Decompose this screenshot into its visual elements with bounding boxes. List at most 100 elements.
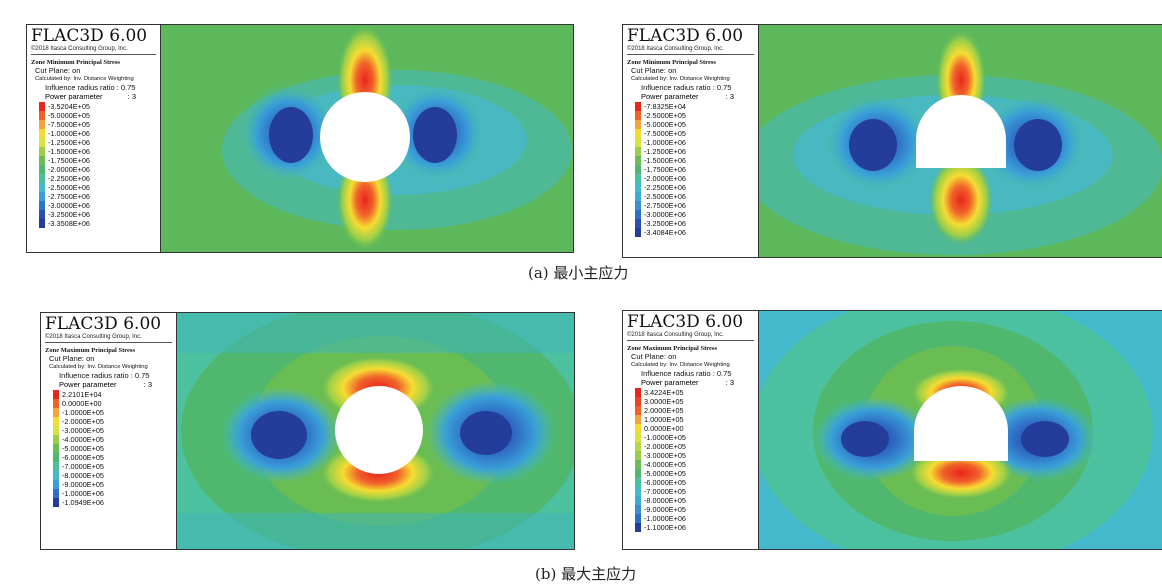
- zone-title: Zone Maximum Principal Stress: [627, 345, 717, 352]
- color-swatch: [53, 390, 59, 399]
- caption-a: (a) 最小主应力: [528, 264, 629, 282]
- scale-label: -2.5000E+06: [48, 183, 90, 192]
- scale-labels: 2.2101E+04 0.0000E+00 -1.0000E+05 -2.000…: [62, 390, 104, 507]
- color-swatch: [39, 129, 45, 138]
- color-swatch: [39, 165, 45, 174]
- color-swatch: [635, 174, 641, 183]
- color-swatch: [39, 192, 45, 201]
- cut-plane-text: Cut Plane: on: [631, 352, 677, 361]
- influence-text: Influence radius ratio : 0.75: [59, 371, 150, 380]
- scale-label: -1.0000E+06: [644, 514, 686, 523]
- caption-b: (b) 最大主应力: [535, 565, 637, 583]
- scale-label: -2.0000E+06: [644, 174, 686, 183]
- scale-label: 2.0000E+05: [644, 406, 684, 415]
- influence-text: Influence radius ratio : 0.75: [641, 369, 732, 378]
- color-swatch: [53, 399, 59, 408]
- scale-label: -1.0000E+06: [62, 489, 104, 498]
- color-swatch: [39, 219, 45, 228]
- power-parameter-row: Power parameter: 3: [45, 92, 136, 101]
- color-swatch: [635, 523, 641, 532]
- color-swatch: [635, 120, 641, 129]
- scale-label: -1.5000E+06: [48, 147, 90, 156]
- color-swatch: [39, 120, 45, 129]
- color-scale: -7.8325E+04 -2.5000E+05 -5.0000E+05 -7.5…: [635, 102, 754, 237]
- color-swatch: [39, 210, 45, 219]
- legend-panel: FLAC3D 6.00 ©2018 Itasca Consulting Grou…: [623, 311, 759, 549]
- scale-label: -6.0000E+05: [644, 478, 686, 487]
- scale-label: 0.0000E+00: [62, 399, 102, 408]
- calculated-by-text: Calculated by: Inv. Distance Weighting: [631, 76, 730, 82]
- color-bar: [39, 102, 45, 228]
- color-swatch: [53, 471, 59, 480]
- cut-plane-text: Cut Plane: on: [49, 354, 95, 363]
- color-swatch: [53, 489, 59, 498]
- color-swatch: [635, 460, 641, 469]
- scale-label: -3.0000E+05: [62, 426, 104, 435]
- scale-label: -3.5204E+05: [48, 102, 90, 111]
- brand-title: FLAC3D 6.00: [627, 26, 744, 46]
- calculated-by-text: Calculated by: Inv. Distance Weighting: [35, 76, 134, 82]
- color-swatch: [635, 201, 641, 210]
- scale-label: -3.0000E+06: [644, 210, 686, 219]
- color-swatch: [53, 462, 59, 471]
- color-swatch: [39, 138, 45, 147]
- scale-label: -7.8325E+04: [644, 102, 686, 111]
- brand-title: FLAC3D 6.00: [627, 312, 744, 332]
- color-bar: [635, 102, 641, 237]
- scale-label: -4.0000E+05: [62, 435, 104, 444]
- color-scale: 3.4224E+05 3.0000E+05 2.0000E+05 1.0000E…: [635, 388, 754, 532]
- color-swatch: [39, 183, 45, 192]
- brand-title: FLAC3D 6.00: [31, 26, 148, 46]
- scale-label: -5.0000E+05: [644, 469, 686, 478]
- scale-label: -3.0000E+06: [48, 201, 90, 210]
- scale-label: -2.7500E+06: [644, 201, 686, 210]
- scale-label: -7.5000E+05: [644, 129, 686, 138]
- scale-label: -6.0000E+05: [62, 453, 104, 462]
- scale-label: -7.0000E+05: [62, 462, 104, 471]
- color-swatch: [635, 397, 641, 406]
- scale-label: 2.2101E+04: [62, 390, 102, 399]
- scale-labels: 3.4224E+05 3.0000E+05 2.0000E+05 1.0000E…: [644, 388, 686, 532]
- contour-panel-b-right: FLAC3D 6.00 ©2018 Itasca Consulting Grou…: [622, 310, 1162, 550]
- scale-label: -1.1000E+06: [644, 523, 686, 532]
- copyright-text: ©2018 Itasca Consulting Group, Inc.: [31, 46, 156, 55]
- legend-panel: FLAC3D 6.00 ©2018 Itasca Consulting Grou…: [41, 313, 177, 549]
- color-swatch: [635, 469, 641, 478]
- copyright-text: ©2018 Itasca Consulting Group, Inc.: [627, 332, 754, 341]
- scale-label: -5.0000E+05: [48, 111, 90, 120]
- contour-panel-b-left: FLAC3D 6.00 ©2018 Itasca Consulting Grou…: [40, 312, 575, 550]
- scale-label: -8.0000E+05: [644, 496, 686, 505]
- color-swatch: [635, 424, 641, 433]
- scale-label: -3.2500E+06: [48, 210, 90, 219]
- color-swatch: [635, 192, 641, 201]
- color-swatch: [635, 165, 641, 174]
- cut-plane-text: Cut Plane: on: [631, 66, 677, 75]
- scale-label: -1.7500E+06: [644, 165, 686, 174]
- legend-panel: FLAC3D 6.00 ©2018 Itasca Consulting Grou…: [623, 25, 759, 257]
- color-scale: 2.2101E+04 0.0000E+00 -1.0000E+05 -2.000…: [53, 390, 172, 507]
- scale-label: -2.0000E+05: [644, 442, 686, 451]
- scale-label: -9.0000E+05: [62, 480, 104, 489]
- color-swatch: [635, 147, 641, 156]
- legend-panel: FLAC3D 6.00 ©2018 Itasca Consulting Grou…: [27, 25, 161, 252]
- color-swatch: [635, 388, 641, 397]
- scale-label: -2.2500E+06: [48, 174, 90, 183]
- color-swatch: [635, 219, 641, 228]
- scale-label: -1.0000E+05: [62, 408, 104, 417]
- scale-label: 0.0000E+00: [644, 424, 684, 433]
- scale-label: -7.0000E+05: [644, 487, 686, 496]
- zone-title: Zone Minimum Principal Stress: [627, 59, 716, 66]
- scale-label: -1.0000E+06: [644, 138, 686, 147]
- color-swatch: [635, 487, 641, 496]
- scale-label: -7.5000E+05: [48, 120, 90, 129]
- color-swatch: [635, 228, 641, 237]
- influence-text: Influence radius ratio : 0.75: [641, 83, 732, 92]
- calculated-by-text: Calculated by: Inv. Distance Weighting: [49, 364, 148, 370]
- color-scale: -3.5204E+05 -5.0000E+05 -7.5000E+05 -1.0…: [39, 102, 156, 228]
- color-swatch: [53, 480, 59, 489]
- color-swatch: [635, 496, 641, 505]
- zone-title: Zone Maximum Principal Stress: [45, 347, 135, 354]
- power-parameter-row: Power parameter: 3: [641, 92, 734, 101]
- copyright-text: ©2018 Itasca Consulting Group, Inc.: [627, 46, 754, 55]
- color-swatch: [39, 111, 45, 120]
